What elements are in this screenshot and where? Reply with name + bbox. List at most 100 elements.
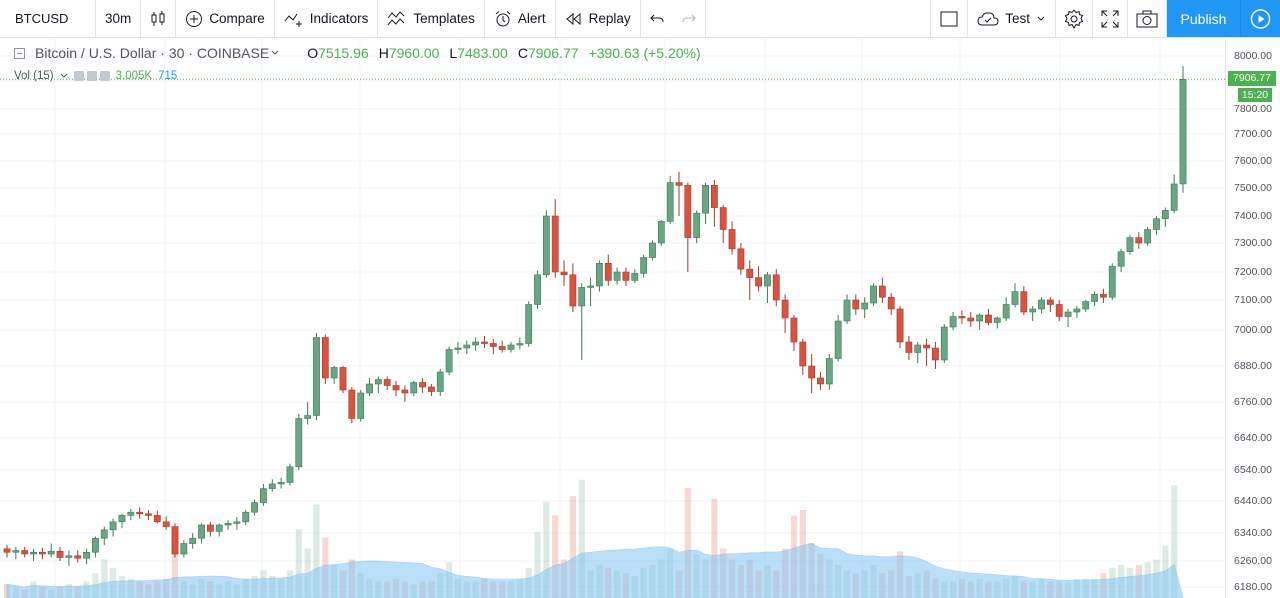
chart-style-button[interactable] (141, 0, 177, 37)
candle-body (153, 515, 161, 523)
candle-body (560, 271, 568, 276)
candle-body (967, 317, 975, 322)
candle-body (993, 317, 1001, 323)
candle-body (1108, 265, 1116, 298)
collapse-legend-button[interactable] (14, 47, 25, 59)
price-axis[interactable]: 8000.00 7800.00 7700.00 7600.00 7500.00 7400.… (1225, 39, 1280, 598)
symbol-search-button[interactable]: BTCUSD (0, 0, 96, 37)
candle-body (295, 418, 303, 468)
settings-icon[interactable] (86, 71, 97, 81)
candle-body (1100, 294, 1107, 298)
publish-button[interactable]: Publish (1167, 0, 1241, 37)
price-tick-label: 6440.00 (1234, 495, 1272, 507)
candle-body (383, 379, 391, 386)
candle-body (878, 285, 886, 298)
compare-label: Compare (209, 11, 265, 26)
redo-button[interactable] (673, 0, 706, 37)
close-icon[interactable] (99, 71, 110, 81)
candle-body (47, 550, 55, 555)
cloud-check-icon (977, 11, 999, 25)
candle-body (233, 521, 241, 524)
close-value: C7906.77 (517, 45, 579, 61)
candle-body (675, 182, 683, 186)
settings-button[interactable] (1056, 0, 1093, 37)
candle-body (596, 263, 603, 287)
fullscreen-rect-button[interactable] (930, 0, 969, 37)
hide-indicator-icon[interactable] (73, 71, 84, 81)
templates-button[interactable]: Templates (378, 0, 485, 37)
candle-body (206, 524, 214, 532)
candle-body (118, 515, 126, 523)
candle-body (198, 524, 205, 539)
change-value: +390.63 (+5.20%) (588, 45, 701, 61)
price-tick-label: 6640.00 (1234, 432, 1272, 444)
candle-body (1020, 291, 1028, 313)
candle-body (640, 257, 648, 274)
alert-label: Alert (517, 11, 546, 26)
replay-label: Replay (588, 11, 631, 26)
candle-body (1126, 237, 1134, 253)
candle-body (162, 521, 170, 527)
candle-body (313, 337, 320, 416)
fullscreen-button[interactable] (1093, 0, 1128, 37)
candle-body (428, 386, 435, 392)
candle-body (30, 551, 37, 555)
candle-body (286, 466, 294, 483)
interval-button[interactable]: 30m (96, 0, 142, 37)
volume-name[interactable]: Vol (15) (14, 70, 54, 82)
snapshot-button[interactable] (1128, 0, 1167, 37)
volume-bar (578, 479, 585, 598)
rewind-icon (565, 12, 581, 25)
chevron-down-icon[interactable] (271, 49, 279, 57)
candle-body (534, 274, 541, 305)
compare-button[interactable]: Compare (176, 0, 275, 37)
candle-body (719, 207, 727, 230)
layout-button[interactable]: Test (968, 0, 1056, 37)
series-legend: Bitcoin / U.S. Dollar · 30 · COINBASE O7… (14, 45, 701, 61)
series-title[interactable]: Bitcoin / U.S. Dollar · 30 · COINBASE (35, 45, 270, 61)
indicators-button[interactable]: Indicators (275, 0, 379, 37)
price-tick-label: 7400.00 (1234, 210, 1272, 222)
play-button[interactable] (1241, 0, 1280, 37)
candle-body (374, 379, 382, 385)
chevron-down-icon[interactable] (60, 72, 68, 80)
candle-body (808, 365, 816, 379)
candle-body (1082, 301, 1090, 310)
candle-body (870, 285, 877, 304)
layout-label: Test (1005, 11, 1030, 26)
undo-button[interactable] (641, 0, 673, 37)
candle-body (684, 185, 692, 238)
indicators-icon (284, 13, 302, 27)
candle-body (790, 317, 798, 343)
candle-body (1179, 79, 1187, 185)
low-value: L7483.00 (449, 45, 508, 61)
candle-body (38, 551, 46, 555)
price-tick-label: 6540.00 (1234, 464, 1272, 476)
price-tick-label: 6880.00 (1234, 360, 1272, 372)
candle-body (1161, 210, 1169, 219)
candle-body (100, 529, 108, 539)
candle-body (224, 523, 232, 526)
candle-body (1038, 299, 1045, 310)
volume-bar (684, 488, 691, 598)
candle-body (339, 367, 347, 391)
gear-icon (1064, 8, 1084, 29)
candle-body (171, 526, 179, 555)
candle-body (896, 308, 904, 343)
candle-body (463, 344, 471, 349)
price-tick-label: 7700.00 (1234, 128, 1272, 140)
candle-body (861, 302, 869, 310)
price-chart[interactable] (0, 39, 1225, 598)
alert-button[interactable]: Alert (485, 0, 556, 37)
volume-ma-area (6, 543, 1184, 598)
candle-body (1117, 251, 1125, 267)
volume-bar (101, 559, 108, 598)
candles-icon (151, 10, 165, 26)
candle-body (755, 277, 762, 287)
top-toolbar: BTCUSD 30m Compare Indicators (0, 0, 1280, 38)
volume-bar (313, 504, 320, 598)
open-value: O7515.96 (307, 45, 369, 61)
replay-button[interactable]: Replay (556, 0, 641, 37)
candle-body (3, 548, 11, 553)
candle-body (251, 502, 258, 513)
